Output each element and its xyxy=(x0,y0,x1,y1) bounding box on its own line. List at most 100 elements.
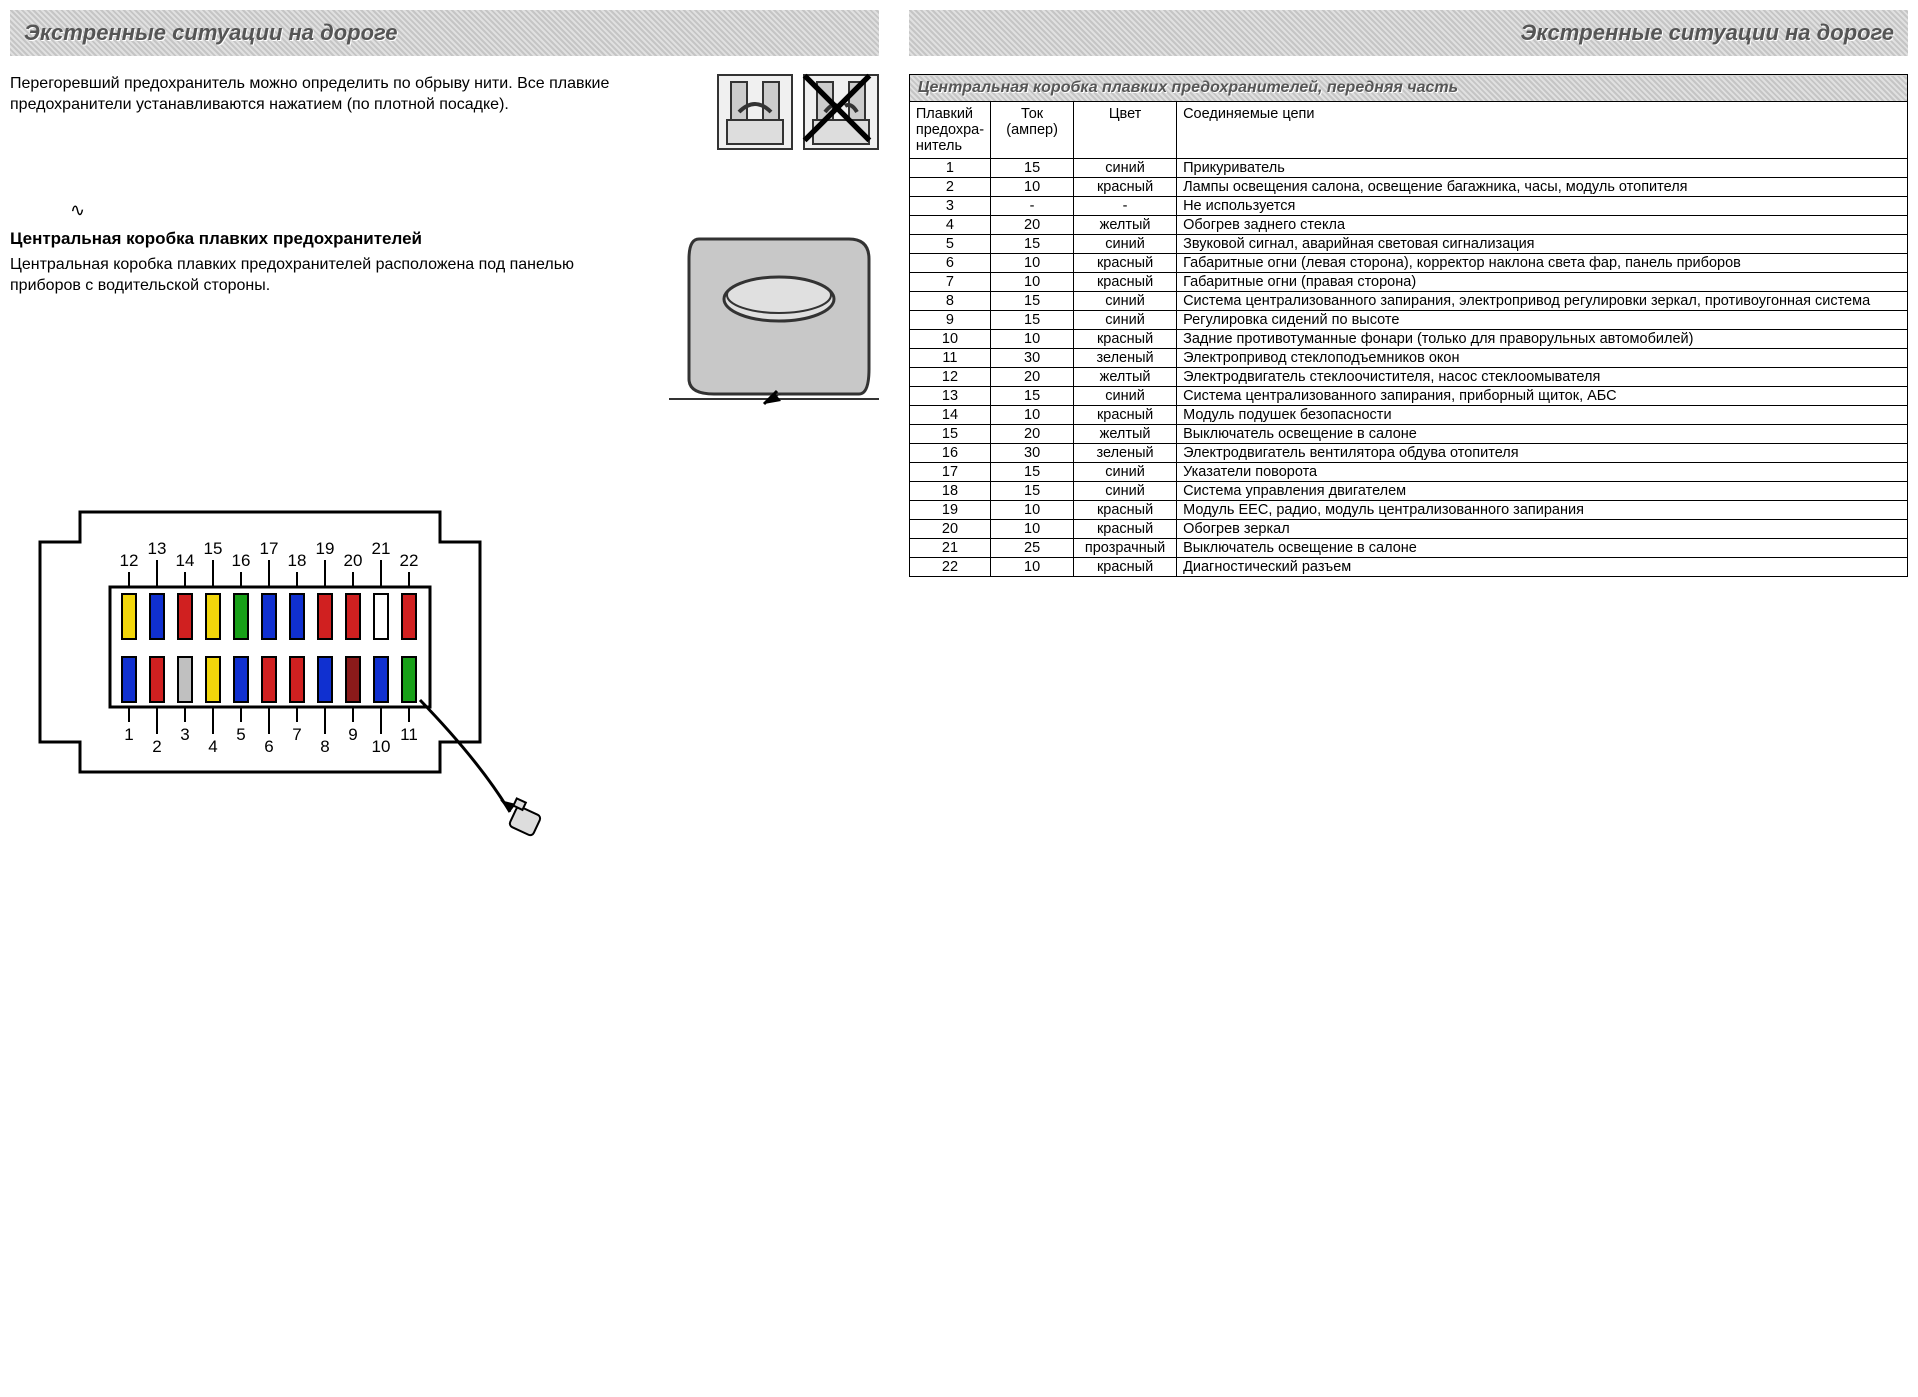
svg-text:12: 12 xyxy=(120,551,139,570)
cell-amps: 30 xyxy=(991,444,1074,463)
cell-fuse-num: 1 xyxy=(909,159,990,178)
fuse-bad-icon xyxy=(803,74,879,150)
cell-amps: 15 xyxy=(991,387,1074,406)
fuse-good-icon xyxy=(717,74,793,150)
cell-circuit: Звуковой сигнал, аварийная световая сигн… xyxy=(1177,235,1908,254)
cell-circuit: Модуль подушек безопасности xyxy=(1177,406,1908,425)
cell-color: желтый xyxy=(1074,368,1177,387)
cell-color: красный xyxy=(1074,520,1177,539)
intro-block: Перегоревший предохранитель можно опреде… xyxy=(10,74,879,150)
cell-circuit: Габаритные огни (левая сторона), коррект… xyxy=(1177,254,1908,273)
table-row: 610красныйГабаритные огни (левая сторона… xyxy=(909,254,1907,273)
cell-amps: 10 xyxy=(991,178,1074,197)
cell-color: зеленый xyxy=(1074,444,1177,463)
svg-text:17: 17 xyxy=(260,539,279,558)
table-row: 2210красныйДиагностический разъем xyxy=(909,558,1907,577)
cell-amps: 10 xyxy=(991,254,1074,273)
svg-text:4: 4 xyxy=(208,737,217,756)
cell-fuse-num: 21 xyxy=(909,539,990,558)
cell-color: - xyxy=(1074,197,1177,216)
cell-fuse-num: 5 xyxy=(909,235,990,254)
cell-circuit: Электропривод стеклоподъемников окон xyxy=(1177,349,1908,368)
table-row: 1315синийСистема централизованного запир… xyxy=(909,387,1907,406)
svg-text:18: 18 xyxy=(288,551,307,570)
cell-fuse-num: 20 xyxy=(909,520,990,539)
cell-fuse-num: 7 xyxy=(909,273,990,292)
svg-text:19: 19 xyxy=(316,539,335,558)
fuse-good-bad-illustration xyxy=(717,74,879,150)
table-row: 710красныйГабаритные огни (правая сторон… xyxy=(909,273,1907,292)
cell-fuse-num: 11 xyxy=(909,349,990,368)
cell-color: синий xyxy=(1074,292,1177,311)
cell-fuse-num: 18 xyxy=(909,482,990,501)
cell-amps: 15 xyxy=(991,159,1074,178)
svg-text:5: 5 xyxy=(236,725,245,744)
right-page: Экстренные ситуации на дороге Центральна… xyxy=(909,10,1908,855)
table-row: 1520желтыйВыключатель освещение в салоне xyxy=(909,425,1907,444)
cell-color: желтый xyxy=(1074,425,1177,444)
cell-color: синий xyxy=(1074,311,1177,330)
cell-circuit: Габаритные огни (правая сторона) xyxy=(1177,273,1908,292)
cell-amps: 20 xyxy=(991,368,1074,387)
right-page-title: Экстренные ситуации на дороге xyxy=(909,10,1908,56)
cell-amps: 10 xyxy=(991,558,1074,577)
cell-circuit: Выключатель освещение в салоне xyxy=(1177,425,1908,444)
fusebox-section-text: Центральная коробка плавких предохраните… xyxy=(10,255,649,297)
table-row: 115синийПрикуриватель xyxy=(909,159,1907,178)
cell-color: желтый xyxy=(1074,216,1177,235)
fusebox-section-title: Центральная коробка плавких предохраните… xyxy=(10,229,649,249)
col-amps: Ток (ампер) xyxy=(991,102,1074,159)
table-row: 2010красныйОбогрев зеркал xyxy=(909,520,1907,539)
cell-circuit: Выключатель освещение в салоне xyxy=(1177,539,1908,558)
cell-fuse-num: 13 xyxy=(909,387,990,406)
cell-amps: 10 xyxy=(991,501,1074,520)
fuse-table: Центральная коробка плавких предохраните… xyxy=(909,74,1908,577)
cell-color: синий xyxy=(1074,463,1177,482)
cell-color: красный xyxy=(1074,273,1177,292)
cell-circuit: Задние противотуманные фонари (только дл… xyxy=(1177,330,1908,349)
svg-text:8: 8 xyxy=(320,737,329,756)
cell-circuit: Система централизованного запирания, эле… xyxy=(1177,292,1908,311)
svg-text:3: 3 xyxy=(180,725,189,744)
cell-fuse-num: 9 xyxy=(909,311,990,330)
svg-text:7: 7 xyxy=(292,725,301,744)
cell-amps: 15 xyxy=(991,311,1074,330)
cell-amps: 15 xyxy=(991,292,1074,311)
cell-color: синий xyxy=(1074,159,1177,178)
table-row: 1630зеленыйЭлектродвигатель вентилятора … xyxy=(909,444,1907,463)
cell-circuit: Обогрев заднего стекла xyxy=(1177,216,1908,235)
decorative-mark: ∿ xyxy=(70,200,879,221)
cell-fuse-num: 8 xyxy=(909,292,990,311)
dashboard-panel-illustration xyxy=(669,229,879,422)
cell-amps: 15 xyxy=(991,235,1074,254)
fuse-map-diagram: 1213141516171819202122 1234567891011 xyxy=(10,472,879,855)
cell-fuse-num: 19 xyxy=(909,501,990,520)
table-row: 3--Не используется xyxy=(909,197,1907,216)
cell-fuse-num: 4 xyxy=(909,216,990,235)
svg-text:9: 9 xyxy=(348,725,357,744)
cell-amps: 25 xyxy=(991,539,1074,558)
table-row: 1715синийУказатели поворота xyxy=(909,463,1907,482)
cell-fuse-num: 12 xyxy=(909,368,990,387)
intro-text: Перегоревший предохранитель можно опреде… xyxy=(10,74,697,150)
table-row: 2125прозрачныйВыключатель освещение в са… xyxy=(909,539,1907,558)
svg-text:2: 2 xyxy=(152,737,161,756)
cell-color: красный xyxy=(1074,178,1177,197)
table-row: 1220желтыйЭлектродвигатель стеклоочистит… xyxy=(909,368,1907,387)
fusebox-location-block: Центральная коробка плавких предохраните… xyxy=(10,229,879,422)
table-row: 915синийРегулировка сидений по высоте xyxy=(909,311,1907,330)
cell-fuse-num: 14 xyxy=(909,406,990,425)
cell-color: прозрачный xyxy=(1074,539,1177,558)
cell-fuse-num: 16 xyxy=(909,444,990,463)
svg-text:10: 10 xyxy=(372,737,391,756)
cell-color: красный xyxy=(1074,406,1177,425)
cell-color: красный xyxy=(1074,330,1177,349)
cell-fuse-num: 10 xyxy=(909,330,990,349)
svg-text:22: 22 xyxy=(400,551,419,570)
svg-text:14: 14 xyxy=(176,551,195,570)
cell-color: синий xyxy=(1074,235,1177,254)
fuse-table-title: Центральная коробка плавких предохраните… xyxy=(909,75,1907,102)
cell-circuit: Не используется xyxy=(1177,197,1908,216)
fuse-table-body: 115синийПрикуриватель210красныйЛампы осв… xyxy=(909,159,1907,577)
cell-fuse-num: 17 xyxy=(909,463,990,482)
